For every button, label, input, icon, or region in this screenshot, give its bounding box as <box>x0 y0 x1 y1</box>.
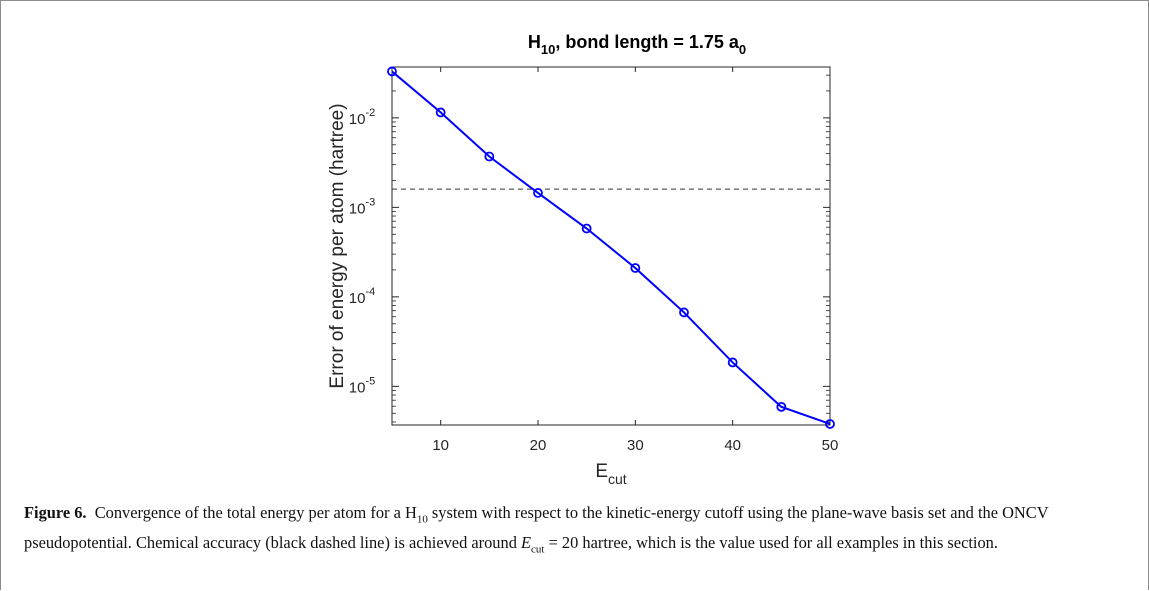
y-axis-label: Error of energy per atom (hartree) <box>327 103 348 388</box>
caption-text-2: system with respect to the kinetic-energ… <box>24 503 1049 553</box>
x-tick-label: 50 <box>822 437 839 454</box>
x-tick-label: 20 <box>530 437 547 454</box>
chart-title: H10, bond length = 1.75 a0 <box>528 32 746 57</box>
data-point <box>776 401 787 412</box>
caption-text-3: = 20 hartree, which is the value used fo… <box>544 533 998 553</box>
title-mid: , bond length = 1.75 a <box>555 32 740 52</box>
y-axis-ticks: 10-2 10-3 10-4 10-5 <box>349 74 830 423</box>
x-tick-label: 10 <box>432 437 449 454</box>
y-tick-label: 10-2 <box>349 107 375 128</box>
caption-ecut: E <box>521 533 532 553</box>
x-axis-ticks: 10 20 30 40 50 <box>432 67 838 454</box>
title-main: H <box>528 32 541 52</box>
data-point <box>630 263 641 273</box>
data-point <box>533 188 543 198</box>
y-tick-label: 10-3 <box>349 196 375 217</box>
caption-ecut-sub: cut <box>531 543 545 556</box>
x-axis-label: Ecut <box>595 461 626 487</box>
caption-text-1: Convergence of the total energy per atom… <box>94 503 417 522</box>
data-point <box>435 107 446 118</box>
data-point <box>727 357 738 368</box>
data-point <box>679 307 689 318</box>
x-tick-label: 40 <box>724 437 741 454</box>
data-point <box>825 419 835 429</box>
plot-area <box>391 66 831 426</box>
svg-text:Error of energy per atom (hart: Error of energy per atom (hartree) <box>327 103 348 388</box>
y-tick-label: 10-5 <box>349 375 375 396</box>
svg-text:Ecut: Ecut <box>595 461 626 487</box>
x-tick-label: 30 <box>627 437 644 454</box>
svg-text:H10, bond length = 1.75 a0: H10, bond length = 1.75 a0 <box>528 32 746 57</box>
chart: H10, bond length = 1.75 a0 10 20 30 40 50 10… <box>327 32 838 487</box>
data-point <box>484 151 495 162</box>
figure-caption: Figure 6. Convergence of the total energ… <box>24 501 1124 562</box>
data-points <box>387 66 835 429</box>
title-sub2: 0 <box>739 42 746 57</box>
caption-label: Figure 6. <box>24 503 87 522</box>
xlabel-sub: cut <box>608 471 627 487</box>
xlabel-main: E <box>595 461 608 482</box>
title-sub: 10 <box>541 42 555 57</box>
y-tick-label: 10-4 <box>349 286 375 307</box>
caption-sub-1: 10 <box>416 513 428 526</box>
series-line <box>391 70 831 425</box>
data-point <box>387 66 397 77</box>
data-point <box>581 223 592 234</box>
